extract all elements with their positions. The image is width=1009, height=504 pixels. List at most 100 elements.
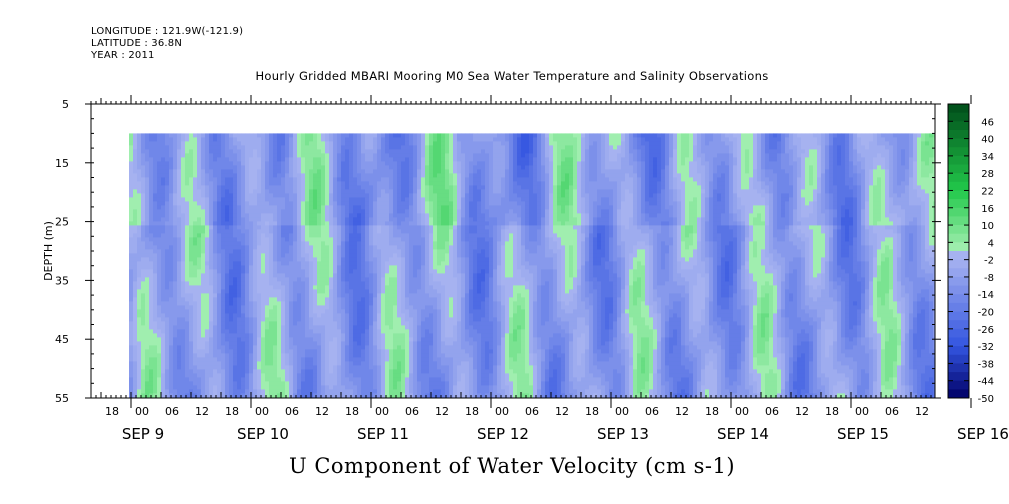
x-hour-label: 06 [405, 405, 419, 418]
x-hour-label: 12 [555, 405, 569, 418]
colorbar-band [948, 112, 969, 122]
colorbar-label: 10 [981, 221, 994, 232]
x-day-label: SEP 13 [597, 425, 649, 443]
colorbar-band [948, 138, 969, 148]
x-hour-label: 18 [705, 405, 719, 418]
colorbar-band [948, 225, 969, 235]
x-hour-label: 00 [615, 405, 629, 418]
x-hour-label: 12 [675, 405, 689, 418]
x-hour-label: 12 [795, 405, 809, 418]
colorbar-label: 46 [981, 117, 994, 128]
x-day-label: SEP 12 [477, 425, 529, 443]
x-day-label: SEP 9 [122, 425, 164, 443]
axes: 5 15 25 35 45 55 18 00 06 12 18 00 06 12 18 00 06 12 18 00 0… [55, 95, 1009, 443]
colorbar-band [948, 164, 969, 174]
x-day-label: SEP 10 [237, 425, 289, 443]
x-day-label: SEP 11 [357, 425, 409, 443]
x-hour-label: 18 [345, 405, 359, 418]
colorbar-band [948, 216, 969, 226]
colorbar-label: -8 [984, 273, 994, 284]
x-hour-label: 00 [855, 405, 869, 418]
x-hour-label: 00 [255, 405, 269, 418]
x-hour-label: 12 [195, 405, 209, 418]
colorbar-label: 40 [981, 135, 994, 146]
y-tick-label: 35 [55, 274, 69, 287]
plot-field [129, 133, 936, 399]
colorbar-band [948, 190, 969, 200]
x-hour-label: 18 [465, 405, 479, 418]
x-hour-label: 06 [645, 405, 659, 418]
colorbar-label: -38 [978, 359, 994, 370]
colorbar-band [948, 268, 969, 278]
chart-title: Hourly Gridded MBARI Mooring M0 Sea Wate… [255, 69, 769, 83]
colorbar-band [948, 354, 969, 364]
colorbar-label: -32 [978, 342, 994, 353]
x-hour-label: 06 [885, 405, 899, 418]
x-hour-label: 00 [375, 405, 389, 418]
colorbar-band [948, 363, 969, 373]
colorbar-frame [947, 103, 970, 399]
colorbar-band [948, 294, 969, 304]
colorbar-label: 4 [988, 238, 994, 249]
x-hour-label: 18 [105, 405, 119, 418]
colorbar-label: -26 [978, 325, 994, 336]
colorbar-band [948, 104, 969, 114]
colorbar-band [948, 173, 969, 183]
colorbar-band [948, 276, 969, 286]
colorbar: 46 40 34 28 22 16 10 4 -2 -8 -14 -20 -26 -32 -38 -44 -50 [947, 103, 994, 405]
x-hour-label: 06 [525, 405, 539, 418]
x-hour-label: 18 [225, 405, 239, 418]
y-tick-label: 55 [55, 392, 69, 405]
x-hour-label: 06 [165, 405, 179, 418]
colorbar-band [948, 155, 969, 165]
longitude-label: LONGITUDE : 121.9W(-121.9) [91, 26, 244, 37]
x-hour-label: 12 [435, 405, 449, 418]
colorbar-label: -14 [978, 290, 994, 301]
y-axis-title: DEPTH (m) [42, 221, 55, 281]
year-label: YEAR : 2011 [91, 50, 155, 61]
colorbar-band [948, 129, 969, 139]
colorbar-label: 34 [981, 152, 994, 163]
x-hour-label: 12 [915, 405, 929, 418]
colorbar-band [948, 147, 969, 157]
colorbar-band [948, 259, 969, 269]
x-hour-label: 06 [285, 405, 299, 418]
colorbar-label: -20 [978, 308, 994, 319]
colorbar-band [948, 242, 969, 252]
x-day-label: SEP 15 [837, 425, 889, 443]
x-hour-label: 18 [585, 405, 599, 418]
x-hour-label: 18 [825, 405, 839, 418]
colorbar-label: -44 [978, 377, 994, 388]
latitude-label: LATITUDE : 36.8N [91, 38, 183, 49]
colorbar-band [948, 199, 969, 209]
colorbar-band [948, 320, 969, 330]
x-hour-label: 12 [315, 405, 329, 418]
colorbar-band [948, 380, 969, 390]
colorbar-band [948, 346, 969, 356]
colorbar-band [948, 372, 969, 382]
colorbar-label: 16 [981, 204, 994, 215]
colorbar-label: 28 [981, 169, 994, 180]
y-tick-label: 5 [62, 98, 69, 111]
x-axis-title: U Component of Water Velocity (cm s-1) [288, 454, 736, 478]
y-tick-label: 25 [55, 216, 69, 229]
colorbar-band [948, 328, 969, 338]
x-day-label: SEP 16 [957, 425, 1009, 443]
colorbar-band [948, 121, 969, 131]
x-hour-label: 00 [495, 405, 509, 418]
colorbar-band [948, 207, 969, 217]
colorbar-band [948, 233, 969, 243]
colorbar-label: 22 [981, 186, 994, 197]
colorbar-label: -50 [978, 394, 994, 405]
x-day-label: SEP 14 [717, 425, 769, 443]
x-hour-label: 06 [765, 405, 779, 418]
y-tick-label: 45 [55, 333, 69, 346]
x-hour-label: 00 [735, 405, 749, 418]
x-hour-label: 00 [135, 405, 149, 418]
colorbar-label: -2 [984, 256, 994, 267]
colorbar-band [948, 302, 969, 312]
colorbar-band [948, 389, 969, 399]
y-tick-label: 15 [55, 157, 69, 170]
colorbar-band [948, 285, 969, 295]
